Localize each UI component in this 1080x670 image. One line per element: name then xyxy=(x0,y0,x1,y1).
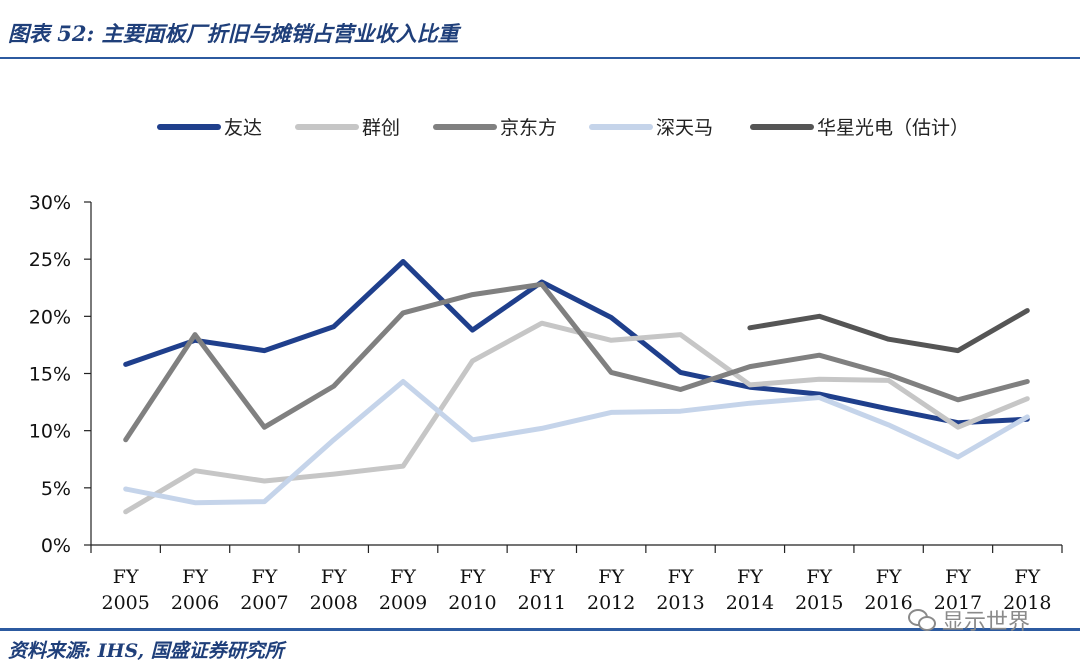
x-axis: FY 2005 FY 2006 FY 2007 FY 2008 FY 2009 FY 2010 FY 20… xyxy=(90,544,1063,614)
x-tick-label: FY 2005 xyxy=(101,566,149,614)
watermark-text: 显示世界 xyxy=(942,610,1031,635)
source-note: 资料来源: IHS, 国盛证券研究所 xyxy=(8,640,284,662)
x-tick-label: FY 2014 xyxy=(726,566,774,614)
x-tick-label: FY 2015 xyxy=(795,566,843,614)
x-tick-label: FY 2011 xyxy=(518,566,566,614)
series-line-5 xyxy=(747,308,1030,354)
series-line-3 xyxy=(123,281,1030,443)
legend-item: 深天马 xyxy=(589,117,713,139)
legend-item: 华星光电（估计） xyxy=(750,117,969,139)
x-tick-label: FY 2016 xyxy=(864,566,912,614)
y-tick-label: 20% xyxy=(29,306,71,328)
y-tick-label: 30% xyxy=(29,192,71,214)
legend-item: 友达 xyxy=(157,117,262,139)
y-tick-label: 25% xyxy=(29,249,71,271)
wechat-icon xyxy=(908,609,936,631)
y-tick-label: 10% xyxy=(29,421,71,443)
legend-label: 深天马 xyxy=(656,117,713,139)
legend-item: 群创 xyxy=(295,117,400,139)
series-line-4 xyxy=(123,379,1030,506)
top-rule xyxy=(0,57,1080,59)
x-tick-label: FY 2013 xyxy=(656,566,704,614)
watermark: 显示世界 xyxy=(908,604,1030,636)
y-tick-label: 0% xyxy=(41,535,71,557)
y-axis: 0% 5% 10% 15% 20% 25% 30% xyxy=(29,192,92,557)
legend-label: 华星光电（估计） xyxy=(817,117,969,139)
x-tick-label: FY 2010 xyxy=(448,566,496,614)
legend-item: 京东方 xyxy=(433,117,557,139)
series-line-1 xyxy=(123,259,1030,426)
x-tick-label: FY 2008 xyxy=(310,566,358,614)
y-tick-label: 15% xyxy=(29,364,71,386)
legend-label: 群创 xyxy=(362,117,400,139)
line-chart: 友达 群创 京东方 深天马 华星光电（估计） 0% 5% 10% 15% 20% 25% 30% F… xyxy=(29,117,1063,614)
series-group xyxy=(123,259,1030,515)
legend: 友达 群创 京东方 深天马 华星光电（估计） xyxy=(157,117,969,139)
bottom-rule xyxy=(0,628,1080,631)
x-tick-label: FY 2012 xyxy=(587,566,635,614)
y-tick-label: 5% xyxy=(41,478,71,500)
x-tick-label: FY 2006 xyxy=(171,566,219,614)
legend-label: 京东方 xyxy=(500,117,557,139)
x-tick-label: FY 2009 xyxy=(379,566,427,614)
x-tick-label: FY 2017 xyxy=(934,566,982,614)
chart-title: 图表 52: 主要面板厂折旧与摊销占营业收入比重 xyxy=(8,21,459,46)
x-tick-label: FY 2018 xyxy=(1003,566,1051,614)
x-tick-label: FY 2007 xyxy=(240,566,288,614)
legend-label: 友达 xyxy=(224,117,262,139)
